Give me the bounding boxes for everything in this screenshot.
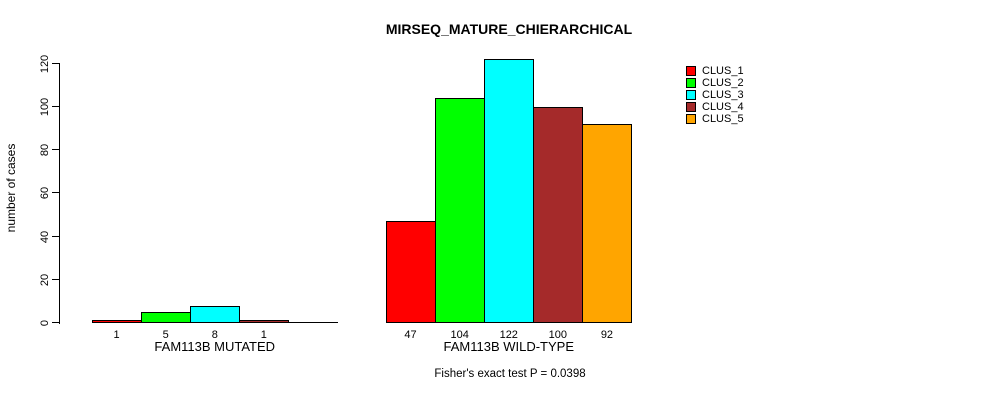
y-tick (52, 106, 59, 107)
bar-clus_1 (92, 320, 142, 323)
y-tick (52, 236, 59, 237)
fisher-test-annotation: Fisher's exact test P = 0.0398 (434, 368, 586, 380)
y-tick-label: 0 (39, 319, 51, 326)
legend-swatch-icon (686, 114, 696, 124)
legend-label: CLUS_2 (702, 77, 744, 89)
y-tick-label: 80 (39, 143, 51, 156)
bar-value-label: 122 (499, 329, 518, 341)
legend-swatch-icon (686, 78, 696, 88)
y-axis-line (59, 63, 60, 324)
bar-value-label: 8 (211, 329, 218, 341)
legend-item: CLUS_5 (686, 113, 744, 125)
bar-clus_3 (190, 306, 240, 323)
group-label: FAM113B MUTATED (154, 339, 276, 354)
chart-title: MIRSEQ_MATURE_CHIERARCHICAL (385, 21, 633, 37)
legend-label: CLUS_5 (702, 113, 744, 125)
legend-swatch-icon (686, 66, 696, 76)
y-tick (52, 192, 59, 193)
y-tick-label: 20 (39, 273, 51, 286)
legend-item: CLUS_1 (686, 65, 744, 77)
bar-clus_2 (435, 98, 485, 323)
y-tick (52, 322, 59, 323)
legend: CLUS_1 CLUS_2 CLUS_3 CLUS_4 CLUS_5 (686, 65, 744, 125)
group-label: FAM113B WILD-TYPE (443, 339, 575, 354)
bar-value-label: 92 (600, 329, 614, 341)
legend-swatch-icon (686, 102, 696, 112)
bar-clus_5 (582, 124, 632, 323)
bar-value-label: 1 (113, 329, 120, 341)
bar-value-label: 100 (548, 329, 568, 341)
y-tick-label: 100 (39, 97, 51, 116)
y-tick-label: 40 (39, 230, 51, 243)
y-tick-label: 60 (39, 186, 51, 199)
legend-item: CLUS_2 (686, 77, 744, 89)
y-tick (52, 149, 59, 150)
legend-item: CLUS_4 (686, 101, 744, 113)
legend-label: CLUS_3 (702, 89, 744, 101)
y-tick-label: 120 (39, 54, 51, 73)
bar-clus_2 (141, 312, 191, 323)
bar-clus_4 (533, 107, 583, 323)
bar-clus_1 (386, 221, 436, 323)
bar-value-label: 47 (404, 329, 417, 341)
legend-swatch-icon (686, 90, 696, 100)
bar-value-label: 1 (260, 329, 267, 341)
bar-value-label: 5 (162, 329, 169, 341)
legend-item: CLUS_3 (686, 89, 744, 101)
legend-label: CLUS_1 (702, 65, 744, 77)
legend-label: CLUS_4 (702, 101, 744, 113)
bar-value-label: 104 (450, 329, 469, 341)
y-tick (52, 279, 59, 280)
y-tick (52, 63, 59, 64)
bar-clus_4 (239, 320, 289, 323)
bar-clus_3 (484, 59, 534, 323)
